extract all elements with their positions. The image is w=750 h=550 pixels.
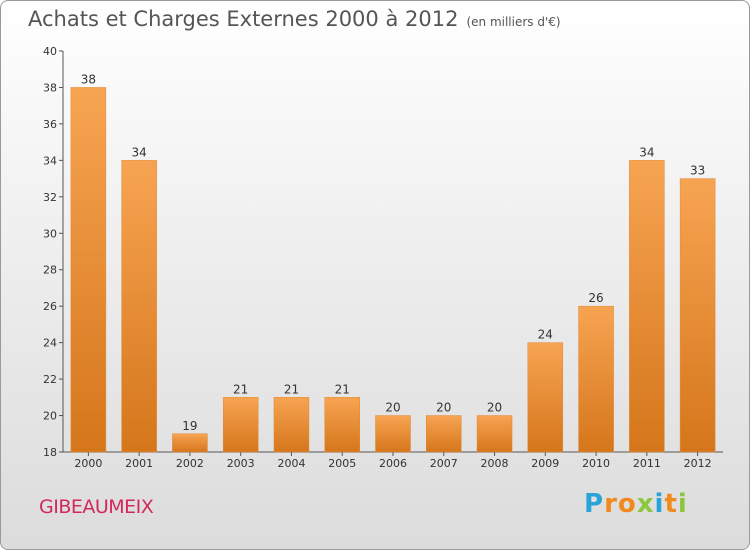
x-tick-label: 2000	[74, 457, 102, 470]
bar	[70, 87, 107, 453]
logo-letter: i	[677, 489, 688, 519]
y-tick-label: 24	[43, 337, 57, 350]
y-tick-label: 20	[43, 410, 57, 423]
bar-value-label: 21	[233, 382, 248, 396]
y-tick-label: 40	[43, 45, 57, 58]
bar	[121, 160, 157, 453]
bar	[172, 433, 208, 453]
bar	[629, 160, 665, 453]
bar-value-label: 21	[335, 382, 350, 396]
y-tick-label: 22	[43, 373, 57, 386]
x-tick-label: 2002	[176, 457, 204, 470]
bar	[578, 305, 614, 453]
bar	[426, 415, 462, 453]
y-tick-label: 28	[43, 264, 57, 277]
logo-letter: x	[636, 489, 655, 519]
x-tick-label: 2009	[531, 457, 559, 470]
x-tick-label: 2011	[633, 457, 661, 470]
proxiti-logo: Proxiti	[584, 489, 688, 519]
bar-value-label: 38	[81, 72, 96, 86]
bar-value-label: 34	[639, 145, 654, 159]
logo-letter: t	[664, 489, 678, 519]
x-tick-label: 2010	[582, 457, 610, 470]
logo-letter: o	[617, 489, 637, 519]
bars	[70, 87, 716, 453]
bar	[476, 415, 513, 453]
bar-value-label: 20	[436, 401, 451, 415]
x-tick-label: 2003	[227, 457, 255, 470]
bar-value-label: 24	[538, 328, 553, 342]
y-tick-label: 30	[43, 227, 57, 240]
chart-title-text: Achats et Charges Externes 2000 à 2012	[28, 7, 459, 31]
y-tick-label: 34	[43, 154, 57, 167]
bar-value-label: 34	[132, 145, 147, 159]
bar	[527, 342, 564, 453]
bar	[324, 397, 360, 453]
bar-value-label: 20	[487, 401, 502, 415]
x-tick-label: 2001	[125, 457, 153, 470]
bar-value-label: 20	[385, 401, 400, 415]
logo-letter: P	[584, 489, 605, 519]
logo-letter: i	[654, 489, 665, 519]
bar	[375, 415, 411, 453]
bar-value-label: 21	[284, 382, 299, 396]
bar-value-label: 33	[690, 164, 705, 178]
chart-unit: (en milliers d'€)	[466, 15, 561, 29]
bar	[222, 397, 259, 453]
y-tick-label: 36	[43, 118, 57, 131]
bar	[273, 397, 310, 453]
axes: 18 20 22 24 26 28 30 32 34 36 38 40 2000 2001 2002 2003…	[43, 45, 723, 470]
data-labels: 38 34 19 21 21 21 20 20 20 24 26 34 33	[81, 72, 706, 432]
y-tick-label: 38	[43, 81, 57, 94]
x-tick-label: 2007	[430, 457, 458, 470]
x-tick-label: 2008	[481, 457, 509, 470]
commune-name: GIBEAUMEIX	[39, 496, 154, 518]
chart-title: Achats et Charges Externes 2000 à 2012 (e…	[28, 7, 561, 31]
y-tick-label: 18	[43, 446, 57, 459]
x-tick-label: 2006	[379, 457, 407, 470]
bar-value-label: 26	[588, 291, 603, 305]
x-tick-label: 2004	[277, 457, 305, 470]
y-tick-label: 32	[43, 191, 57, 204]
x-tick-label: 2012	[684, 457, 712, 470]
y-tick-label: 26	[43, 300, 57, 313]
bar	[679, 178, 716, 453]
logo-letter: r	[604, 489, 618, 519]
bar-value-label: 19	[182, 419, 197, 433]
x-tick-label: 2005	[328, 457, 356, 470]
